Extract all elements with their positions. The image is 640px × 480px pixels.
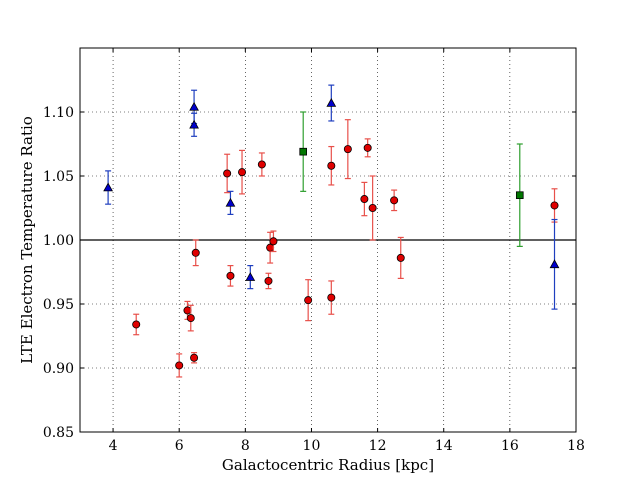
square-marker: [299, 147, 307, 156]
data-point: [550, 188, 559, 223]
data-point: [238, 149, 247, 195]
triangle-marker: [189, 119, 199, 129]
circle-marker: [269, 237, 278, 246]
triangle-marker: [189, 101, 199, 111]
y-tick-label: 0.90: [43, 361, 74, 377]
data-point: [132, 313, 141, 336]
data-point: [257, 152, 266, 177]
x-tick-label: 10: [303, 438, 321, 454]
circle-marker: [191, 248, 200, 257]
y-tick-label: 1.00: [43, 233, 74, 249]
data-point: [327, 145, 336, 186]
data-point: [326, 84, 337, 122]
x-tick-label: 18: [567, 438, 585, 454]
data-point: [360, 181, 369, 217]
y-axis-label: LTE Electron Temperature Ratio: [18, 116, 36, 364]
data-point: [103, 170, 113, 205]
circle-marker: [396, 253, 405, 262]
data-point: [515, 143, 524, 247]
y-tick-label: 0.95: [43, 297, 74, 313]
circle-marker: [183, 306, 192, 315]
data-point: [223, 153, 232, 194]
x-tick-label: 16: [501, 438, 519, 454]
circle-marker: [223, 169, 232, 178]
triangle-marker: [245, 272, 256, 281]
circle-marker: [186, 314, 195, 323]
circle-marker: [175, 361, 184, 370]
data-point: [226, 265, 235, 287]
circle-marker: [132, 320, 141, 329]
data-point: [549, 218, 560, 310]
data-point: [343, 119, 352, 180]
circle-marker: [327, 161, 336, 170]
data-point: [304, 279, 313, 322]
triangle-marker: [326, 98, 337, 107]
y-tick-label: 0.85: [43, 425, 74, 441]
circle-marker: [238, 168, 247, 177]
x-tick-label: 12: [369, 438, 387, 454]
x-tick-label: 8: [241, 438, 250, 454]
data-point: [327, 280, 336, 315]
circle-marker: [257, 160, 266, 169]
data-point: [190, 352, 199, 364]
data-point: [175, 353, 184, 378]
data-point: [299, 111, 307, 192]
data-point: [186, 304, 195, 332]
x-tick-label: 4: [109, 438, 118, 454]
triangle-marker: [103, 182, 113, 192]
data-point: [191, 239, 200, 267]
circle-marker: [390, 196, 399, 205]
data-point: [390, 189, 399, 212]
x-tick-label: 14: [435, 438, 453, 454]
circle-marker: [304, 296, 313, 305]
data-point: [363, 138, 372, 158]
data-point: [225, 190, 236, 215]
y-tick-label: 1.10: [43, 105, 74, 121]
circle-marker: [360, 195, 369, 204]
x-axis-label: Galactocentric Radius [kpc]: [222, 456, 434, 474]
plot-area: [103, 84, 560, 378]
circle-marker: [327, 293, 336, 302]
circle-marker: [343, 145, 352, 154]
data-point: [266, 231, 275, 264]
data-point: [245, 265, 256, 290]
circle-marker: [363, 143, 372, 152]
data-point: [264, 272, 273, 290]
x-tick-label: 6: [175, 438, 184, 454]
square-marker: [515, 191, 524, 200]
axis-ticks: 4 6 8 10 12 14 16 18 0.85 0.90 0.95 1.00 1.05 1.10: [43, 48, 585, 454]
circle-marker: [550, 201, 559, 210]
data-point: [189, 112, 199, 137]
data-point: [396, 236, 405, 279]
circle-marker: [226, 271, 235, 280]
triangle-marker: [225, 197, 236, 207]
circle-marker: [368, 203, 377, 212]
data-point: [368, 175, 377, 241]
data-point: [269, 230, 278, 253]
triangle-marker: [549, 259, 560, 269]
circle-marker: [264, 276, 273, 285]
circle-marker: [190, 353, 199, 362]
y-tick-label: 1.05: [43, 169, 74, 185]
